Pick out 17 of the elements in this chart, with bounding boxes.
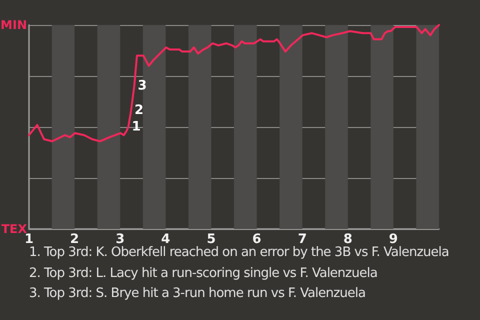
text: 2. Top 3rd: L. Lacy hit a run-scoring single vs F. Valenzuela [29, 264, 378, 282]
text: TEX [1, 221, 27, 236]
annotation: 1 [132, 120, 141, 134]
annotation: 3 [138, 78, 147, 94]
x-tick-label: 2 [70, 232, 80, 247]
x-tick-label: 4 [161, 232, 170, 247]
x-tick-label: 7 [298, 232, 307, 247]
text: MIN [0, 17, 27, 33]
x-tick-label: 9 [388, 232, 398, 247]
x-tick-label: 1 [24, 232, 34, 247]
x-tick-label: 5 [206, 232, 216, 247]
annotation: 2 [134, 103, 144, 118]
x-tick-label: 6 [252, 232, 262, 247]
x-tick-label: 3 [116, 232, 125, 247]
text: 3. Top 3rd: S. Brye hit a 3-run home run vs F. Valenzuela [29, 285, 366, 303]
x-tick-label: 8 [343, 232, 352, 247]
text: 1. Top 3rd: K. Oberkfell reached on an error by the 3B vs F. Valenzuela [29, 244, 449, 262]
